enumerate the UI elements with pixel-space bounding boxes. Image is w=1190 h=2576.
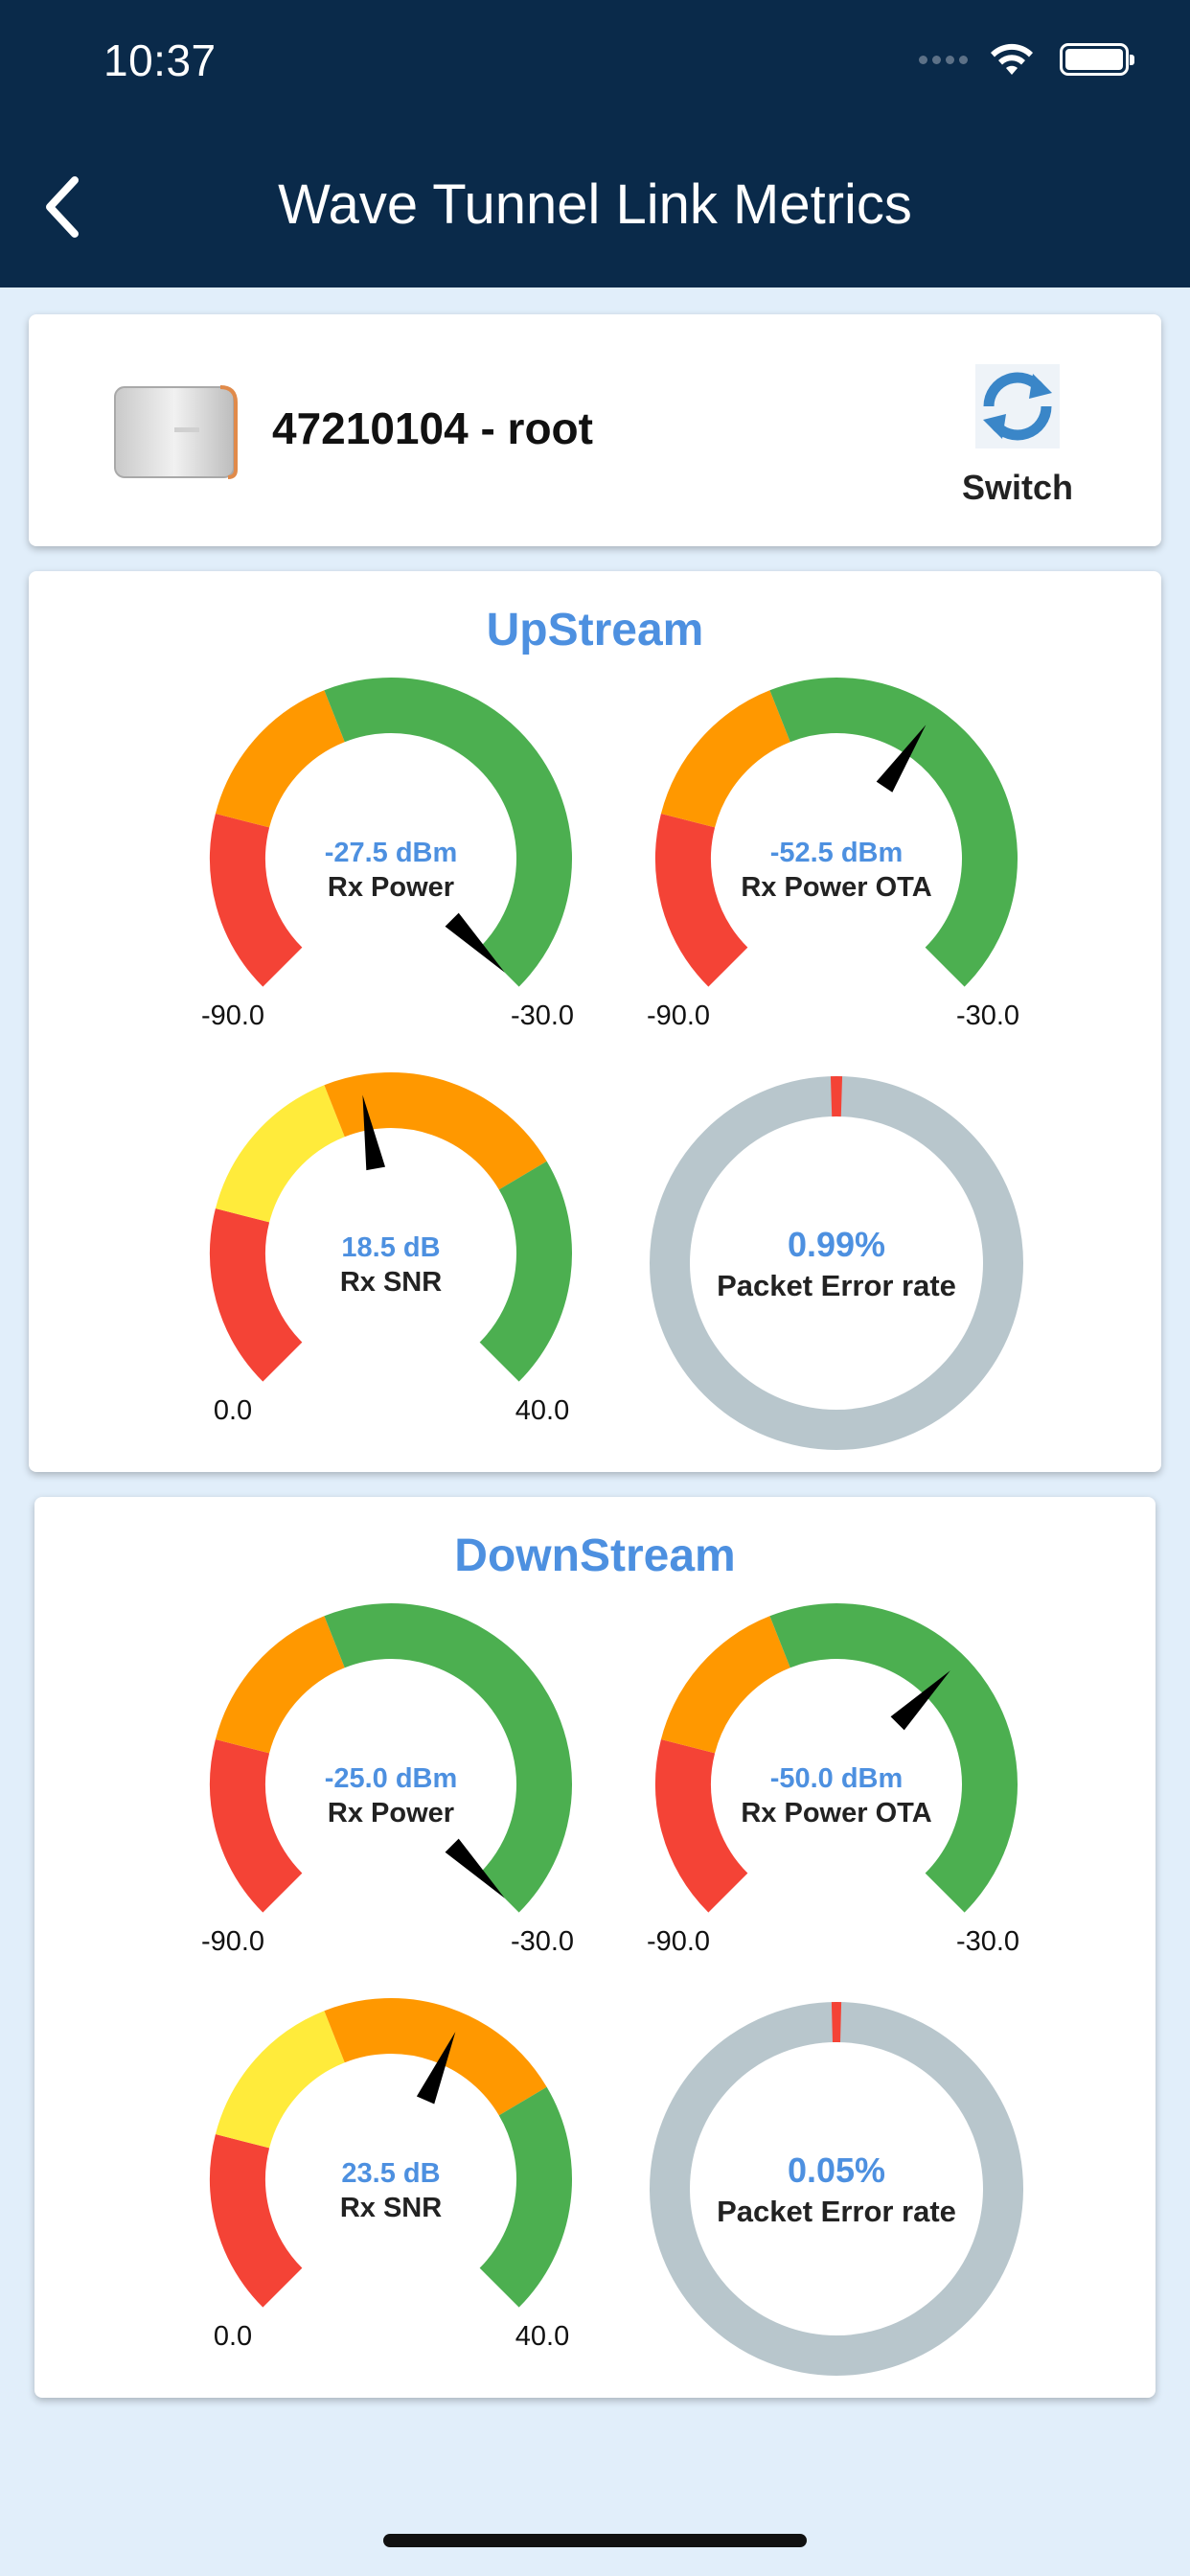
gauge-max: -30.0 [510, 1000, 575, 1031]
gauge-needle [362, 1094, 386, 1171]
gauge-needle [416, 2032, 456, 2104]
wifi-icon [991, 43, 1033, 75]
back-button[interactable] [38, 172, 92, 242]
gauge-band [769, 678, 1018, 987]
downstream-rx-power-gauge: -25.0 dBm Rx Power -90.0 -30.0 [180, 1602, 602, 2005]
downstream-rx-power-ota-gauge: -50.0 dBm Rx Power OTA -90.0 -30.0 [626, 1602, 1047, 2005]
gauge-value: -52.5 dBm [769, 838, 904, 868]
gauge-max: -30.0 [955, 1926, 1020, 1957]
gauge-min: -90.0 [646, 1000, 711, 1031]
gauge-band [215, 1616, 346, 1755]
gauge-needle [890, 1670, 950, 1731]
gauge-max: 40.0 [515, 1395, 570, 1426]
gauge-value: -50.0 dBm [769, 1763, 904, 1794]
gauge-label: Rx SNR [339, 2193, 443, 2223]
upstream-rx-power-ota-gauge: -52.5 dBm Rx Power OTA -90.0 -30.0 [626, 677, 1047, 1079]
gauge-band [479, 2086, 572, 2308]
gauge-band [660, 1616, 791, 1755]
gauge-band [215, 690, 346, 829]
gauge-max: 40.0 [515, 2321, 570, 2352]
status-icons [919, 42, 1134, 77]
gauge-value: -27.5 dBm [324, 838, 458, 868]
switch-label: Switch [961, 468, 1073, 507]
gauge-band [324, 1603, 572, 1913]
gauge-band [324, 1072, 547, 1190]
status-time: 10:37 [103, 35, 217, 85]
battery-icon [1060, 43, 1134, 76]
upstream-rx-power-gauge: -27.5 dBm Rx Power -90.0 -30.0 [180, 677, 602, 1079]
gauge-label: Rx Power [327, 872, 455, 903]
gauge-band [655, 1739, 748, 1913]
section-title-downstream: DownStream [454, 1530, 736, 1581]
ring-value: 0.99% [787, 1225, 886, 1264]
gauge-band [210, 2134, 303, 2308]
upstream-rx-snr-gauge: 18.5 dB Rx SNR 0.0 40.0 [180, 1071, 602, 1474]
gauge-band [324, 1998, 547, 2116]
refresh-icon [975, 364, 1060, 448]
upstream-packet-error-ring: 0.99% Packet Error rate [626, 1071, 1047, 1474]
page-title: Wave Tunnel Link Metrics [278, 173, 912, 236]
device-name: 47210104 - root [272, 403, 593, 453]
gauge-label: Rx Power OTA [741, 872, 932, 903]
gauge-band [769, 1603, 1018, 1913]
gauge-band [210, 814, 303, 987]
gauge-band [655, 814, 748, 987]
gauge-band [210, 1739, 303, 1913]
ring-label: Packet Error rate [717, 2195, 956, 2228]
home-indicator [383, 2534, 807, 2547]
gauge-band [324, 678, 572, 987]
gauge-needle [445, 912, 505, 973]
gauge-min: 0.0 [213, 1395, 253, 1426]
gauge-value: -25.0 dBm [324, 1763, 458, 1794]
section-title-upstream: UpStream [486, 605, 704, 656]
app-header: 10:37 Wave Tunnel Link Metrics [0, 0, 1190, 288]
upstream-card: UpStream -27.5 dBm Rx Power -90.0 -30.0 … [29, 571, 1161, 1472]
gauge-band [479, 1161, 572, 1382]
gauge-label: Rx SNR [339, 1267, 443, 1298]
downstream-rx-snr-gauge: 23.5 dB Rx SNR 0.0 40.0 [180, 1997, 602, 2400]
gauge-band [210, 1208, 303, 1382]
gauge-min: -90.0 [646, 1926, 711, 1957]
gauge-max: -30.0 [955, 1000, 1020, 1031]
cellular-signal-icon [919, 55, 968, 64]
device-card: 47210104 - root Switch [29, 314, 1161, 546]
gauge-band [660, 690, 791, 829]
gauge-band [215, 2011, 346, 2150]
gauge-value: 18.5 dB [341, 1232, 441, 1263]
ring-label: Packet Error rate [717, 1269, 956, 1302]
ring-value: 0.05% [787, 2150, 886, 2190]
downstream-packet-error-ring: 0.05% Packet Error rate [626, 1997, 1047, 2400]
device-image [114, 385, 238, 479]
gauge-label: Rx Power [327, 1798, 455, 1828]
gauge-band [215, 1085, 346, 1224]
gauge-min: -90.0 [200, 1000, 265, 1031]
gauge-needle [445, 1838, 505, 1898]
downstream-card: DownStream -25.0 dBm Rx Power -90.0 -30.… [34, 1497, 1156, 2398]
switch-button[interactable]: Switch [952, 364, 1083, 518]
gauge-label: Rx Power OTA [741, 1798, 932, 1828]
gauge-needle [876, 724, 927, 793]
gauge-min: 0.0 [213, 2321, 253, 2352]
gauge-min: -90.0 [200, 1926, 265, 1957]
gauge-value: 23.5 dB [341, 2158, 441, 2189]
gauge-max: -30.0 [510, 1926, 575, 1957]
